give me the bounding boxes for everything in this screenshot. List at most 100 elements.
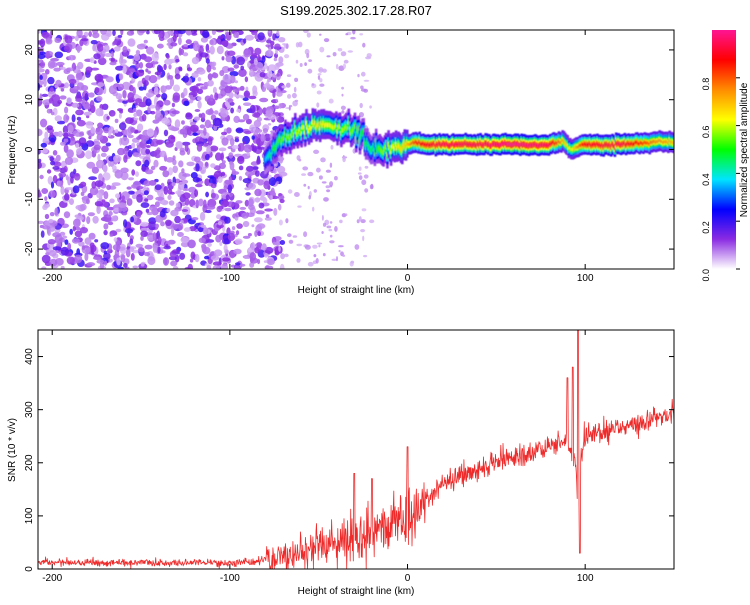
heatmap-cell [350,260,355,264]
heatmap-cell [273,75,276,78]
heatmap-cell [323,38,330,43]
heatmap-cell [172,155,176,161]
heatmap-cell [136,211,142,219]
heatmap-cell [109,198,115,204]
heatmap-cell [279,198,285,204]
heatmap-cell [168,167,173,176]
heatmap-cell [105,142,112,147]
heatmap-cell [291,92,297,99]
figure-title: S199.2025.302.17.28.R07 [280,3,432,18]
heatmap-cell [136,186,144,190]
heatmap-cell [163,99,171,106]
heatmap-cell [107,221,114,226]
heatmap-cell [284,54,290,59]
heatmap-cell [248,182,256,190]
heatmap-cell [76,119,86,127]
heatmap-cell [147,256,156,266]
heatmap-cell [234,80,238,84]
heatmap-cell [64,35,73,44]
heatmap-cell [112,155,122,163]
heatmap-cell [135,171,139,177]
heatmap-cell [316,242,323,245]
heatmap-cell [112,244,121,251]
heatmap-cell [322,253,326,257]
heatmap-cell [172,249,180,254]
heatmap-cell [161,118,170,124]
heatmap-cell [266,258,275,266]
heatmap-cell [131,142,136,149]
heatmap-cell [157,75,161,80]
heatmap-cell [200,112,206,121]
snr-series-line [38,330,674,569]
heatmap-cell [74,230,83,238]
heatmap-cell [62,235,68,239]
heatmap-cell [273,105,280,110]
heatmap-cell [306,53,310,59]
heatmap-cell [89,57,95,64]
heatmap-cell [178,181,185,191]
colorbar-ticks: 0.0 0.2 0.4 0.6 0.8 [701,77,740,282]
heatmap-cell [167,194,172,200]
heatmap-cell [72,225,76,232]
heatmap-cell [302,166,309,171]
heatmap-cell [66,149,74,159]
heatmap-cell [44,213,50,220]
heatmap-cell [131,194,138,200]
x-tick-label: -200 [42,573,62,584]
heatmap-cell [197,100,202,109]
heatmap-cell [92,140,101,146]
heatmap-cell [296,258,301,263]
heatmap-cell [263,253,269,258]
heatmap-cell [329,234,333,238]
heatmap-cell [172,165,178,174]
heatmap-cell [203,199,207,209]
heatmap-cell [207,73,213,81]
heatmap-cell [205,109,214,116]
heatmap-cell [49,156,54,162]
heatmap-cell [147,70,151,74]
heatmap-cell [129,238,134,245]
heatmap-cell [181,209,189,212]
heatmap-cell [430,143,434,147]
heatmap-cell [261,243,267,251]
heatmap-cell [143,190,149,196]
heatmap-cell [95,108,104,117]
heatmap-cell [191,30,197,34]
heatmap-cell [187,263,193,269]
heatmap-cell [358,175,363,181]
heatmap-cell [120,30,124,36]
heatmap-cell [171,110,180,115]
heatmap-cell [479,141,482,145]
heatmap-cell [138,247,145,253]
heatmap-cell [262,128,269,133]
heatmap-cell [567,146,571,150]
heatmap-cell [178,160,184,168]
heatmap-cell [234,265,241,269]
heatmap-cell [155,104,160,112]
heatmap-cell [210,192,216,199]
heatmap-cell [249,104,256,114]
colorbar-tick-label: 0.4 [701,173,711,186]
heatmap-cell [69,228,73,235]
heatmap-cell [256,146,266,150]
heatmap-cell [334,226,338,232]
heatmap-cell [245,171,254,177]
heatmap-cell [359,33,364,36]
x-tick-label: -200 [42,273,62,284]
heatmap-cell [132,108,137,113]
heatmap-cell [270,195,273,200]
heatmap-cell [76,71,82,79]
heatmap-cell [341,93,344,97]
heatmap-cell [361,71,366,77]
heatmap-cell [182,75,189,83]
heatmap-cell [80,142,84,147]
heatmap-cell [49,61,58,68]
heatmap-cell [114,129,119,134]
heatmap-cell [63,138,69,143]
heatmap-cell [181,120,185,125]
heatmap-cell [116,257,121,266]
colorbar: 0.0 0.2 0.4 0.6 0.8 Normalized spectral ampl… [701,30,750,282]
heatmap-cell [244,130,252,135]
heatmap-cell [59,231,66,236]
heatmap-cell [115,228,122,233]
